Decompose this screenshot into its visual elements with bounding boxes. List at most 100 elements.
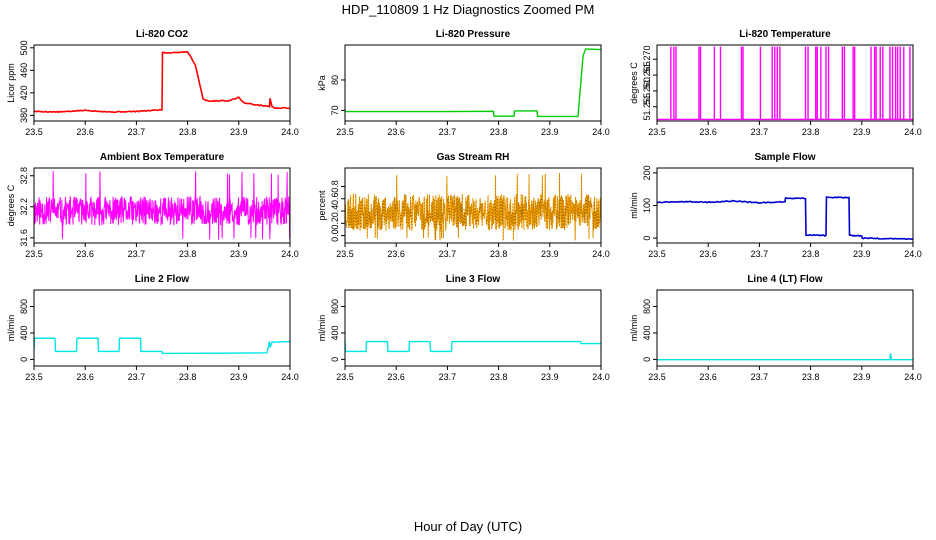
y-axis-label: degrees C [6, 184, 16, 226]
x-tick-label: 23.6 [76, 372, 94, 382]
y-tick-label: 380 [19, 108, 29, 123]
x-tick-label: 23.7 [439, 127, 457, 137]
plot-frame [656, 167, 914, 244]
figure-xlabel: Hour of Day (UTC) [414, 519, 522, 534]
x-tick-label: 23.5 [336, 372, 354, 382]
x-tick-label: 23.6 [699, 127, 717, 137]
y-tick-label: 400 [642, 325, 652, 340]
y-tick-label: 0.6 [330, 192, 340, 205]
panel-title: Line 4 (LT) Flow [747, 274, 823, 285]
y-tick-label: 32.2 [19, 198, 29, 216]
y-tick-label: 400 [330, 325, 340, 340]
panel-title: Gas Stream RH [437, 152, 510, 163]
x-tick-label: 23.6 [387, 372, 405, 382]
y-tick-label: 0.8 [330, 180, 340, 193]
y-tick-label: 51.265 [642, 61, 652, 89]
y-axis-label: Licor ppm [6, 63, 16, 103]
x-tick-label: 23.6 [76, 127, 94, 137]
x-tick-label: 23.9 [230, 127, 248, 137]
y-tick-label: 51.270 [642, 45, 652, 73]
y-tick-label: 400 [19, 325, 29, 340]
x-tick-label: 23.7 [751, 127, 769, 137]
y-tick-label: 51.255 [642, 93, 652, 121]
x-tick-label: 23.7 [128, 249, 146, 259]
y-axis-label: percent [317, 190, 327, 221]
y-tick-label: 420 [19, 85, 29, 100]
series-line [34, 170, 290, 240]
plot-frame [656, 289, 914, 367]
plot-frame [33, 167, 291, 244]
x-tick-label: 23.8 [490, 127, 508, 137]
panel-0: Li-820 CO2 23.5 23.6 23.7 23.8 23.9 24.0 380 420… [6, 29, 299, 137]
y-axis-label: ml/min [317, 315, 327, 342]
figure-title: HDP_110809 1 Hz Diagnostics Zoomed PM [342, 2, 595, 17]
x-tick-label: 23.5 [25, 372, 43, 382]
y-tick-label: 0 [330, 357, 340, 362]
y-axis-label: degrees C [629, 62, 639, 104]
panel-4: Gas Stream RH 23.5 23.6 23.7 23.8 23.9 24.0 0.0… [317, 152, 610, 259]
plot-frame [33, 289, 291, 367]
panel-1: Li-820 Pressure 23.5 23.6 23.7 23.8 23.9 24.0 7… [317, 29, 610, 137]
y-tick-label: 70 [330, 105, 340, 115]
plot-frame [656, 44, 914, 122]
series-line [657, 196, 913, 240]
series-group [657, 353, 913, 361]
series-line [345, 48, 601, 118]
series-group [657, 46, 913, 121]
x-tick-label: 23.9 [853, 127, 871, 137]
panel-grid: Li-820 CO2 23.5 23.6 23.7 23.8 23.9 24.0 380 420… [6, 29, 922, 382]
plot-frame [344, 167, 602, 244]
y-tick-label: 500 [19, 40, 29, 55]
y-axis-label: ml/min [629, 315, 639, 342]
x-tick-label: 24.0 [904, 127, 922, 137]
x-tick-label: 23.9 [230, 372, 248, 382]
x-tick-label: 23.9 [853, 372, 871, 382]
x-tick-label: 23.6 [387, 127, 405, 137]
x-tick-label: 23.6 [76, 249, 94, 259]
x-tick-label: 23.8 [179, 127, 197, 137]
x-tick-label: 24.0 [281, 249, 299, 259]
panel-7: Line 3 Flow 23.5 23.6 23.7 23.8 23.9 24.0 0 400 8… [317, 274, 610, 382]
x-tick-label: 23.7 [128, 372, 146, 382]
panel-title: Sample Flow [754, 152, 815, 163]
plot-frame [344, 289, 602, 367]
y-axis-label: kPa [317, 75, 327, 91]
y-tick-label: 460 [19, 63, 29, 78]
x-tick-label: 23.8 [802, 249, 820, 259]
plot-frame [344, 44, 602, 122]
x-tick-label: 23.9 [541, 127, 559, 137]
series-group [345, 172, 601, 241]
y-tick-label: 51.260 [642, 77, 652, 105]
x-tick-label: 23.7 [439, 249, 457, 259]
y-tick-label: 0 [642, 357, 652, 362]
x-tick-label: 23.9 [853, 249, 871, 259]
series-line [34, 50, 290, 114]
panel-8: Line 4 (LT) Flow 23.5 23.6 23.7 23.8 23.9 24.0… [629, 274, 922, 382]
y-axis-label: ml/min [629, 192, 639, 219]
y-axis-label: ml/min [6, 315, 16, 342]
x-tick-label: 24.0 [281, 127, 299, 137]
panel-3: Ambient Box Temperature 23.5 23.6 23.7 23.8 2… [6, 152, 299, 259]
series-group [657, 196, 913, 240]
x-tick-label: 23.5 [25, 249, 43, 259]
x-tick-label: 23.5 [648, 249, 666, 259]
panel-title: Li-820 Temperature [739, 29, 831, 40]
y-tick-label: 80 [330, 75, 340, 85]
x-tick-label: 23.6 [699, 372, 717, 382]
x-tick-label: 23.8 [490, 372, 508, 382]
x-tick-label: 23.7 [751, 372, 769, 382]
panel-5: Sample Flow 23.5 23.6 23.7 23.8 23.9 24.0 0 100 2… [629, 152, 922, 259]
x-tick-label: 23.7 [751, 249, 769, 259]
x-tick-label: 24.0 [904, 249, 922, 259]
series-group [345, 48, 601, 118]
x-tick-label: 24.0 [592, 249, 610, 259]
y-tick-label: 100 [642, 198, 652, 213]
panel-2: Li-820 Temperature 23.5 23.6 23.7 23.8 23.9 24… [629, 29, 922, 137]
y-tick-label: 31.6 [19, 229, 29, 247]
x-tick-label: 23.8 [802, 372, 820, 382]
x-tick-label: 23.8 [802, 127, 820, 137]
x-tick-label: 24.0 [592, 127, 610, 137]
x-tick-label: 23.5 [648, 372, 666, 382]
x-tick-label: 23.7 [439, 372, 457, 382]
